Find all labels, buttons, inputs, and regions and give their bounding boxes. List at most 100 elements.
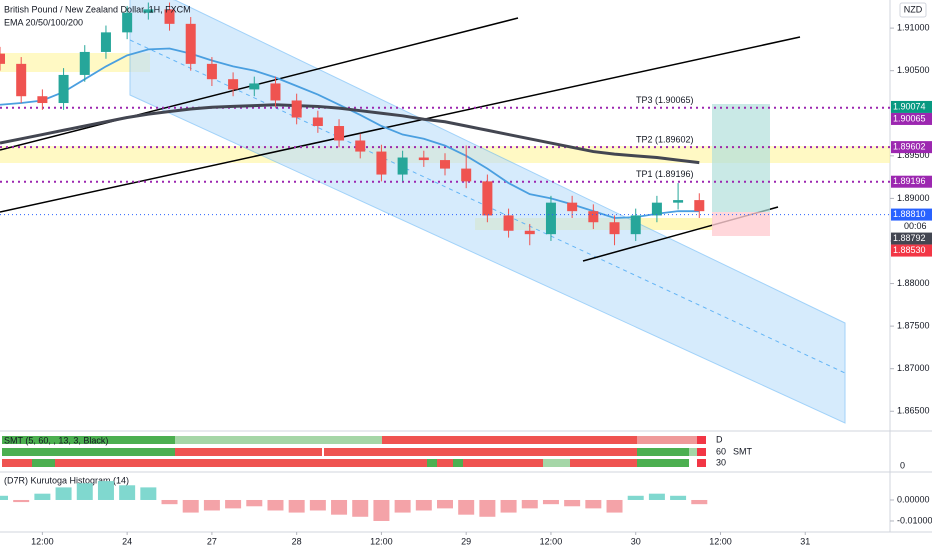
smt-row-label: 60	[716, 446, 726, 456]
trendline	[0, 36, 801, 213]
indicator-label: EMA 20/50/100/200	[4, 17, 83, 27]
x-tick-label: 28	[292, 536, 302, 546]
price-label: 1.88530	[893, 245, 926, 255]
price-label: 1.90065	[893, 113, 926, 123]
candle-body	[37, 96, 48, 104]
countdown: 00:06	[904, 221, 927, 231]
candle-body	[524, 230, 535, 235]
candle-body	[122, 12, 133, 33]
candle-body	[312, 117, 323, 127]
histogram-bar	[97, 481, 114, 500]
hist-title: (D7R) Kurutoga Histogram (14)	[4, 475, 129, 485]
histogram-bar	[182, 499, 199, 513]
ema-line	[0, 103, 700, 165]
histogram-bar	[331, 499, 348, 515]
x-tick-label: 12:00	[709, 536, 732, 546]
candle-body	[461, 168, 472, 182]
candle-body	[100, 32, 111, 52]
zone	[0, 53, 150, 72]
histogram-bar	[415, 499, 432, 511]
histogram-bar	[55, 487, 72, 500]
price-label: 1.88792	[893, 233, 926, 243]
candle-body	[609, 222, 620, 235]
histogram-bar	[119, 485, 136, 500]
y-tick-label: 1.88000	[897, 278, 930, 288]
histogram-bar	[352, 499, 369, 517]
histogram-bar	[437, 499, 453, 509]
stop-box	[712, 212, 770, 236]
smt-name: SMT	[733, 446, 753, 456]
histogram-bar	[648, 493, 665, 500]
currency-box[interactable]	[899, 2, 927, 18]
histogram-bar	[203, 499, 220, 511]
candle-body	[651, 202, 662, 216]
price-label: 1.90074	[893, 101, 926, 111]
histogram-bar	[627, 495, 644, 500]
histogram-bar	[288, 499, 305, 513]
candle-body	[588, 211, 599, 223]
candle-body	[567, 202, 578, 212]
histogram-bar	[140, 487, 157, 500]
histogram-bar	[479, 499, 496, 517]
chart-title: British Pound / New Zealand Dollar, 1H, …	[4, 4, 191, 14]
target-box	[712, 104, 770, 212]
candle-body	[79, 51, 90, 75]
candle-body	[334, 126, 345, 141]
histogram-bar	[161, 499, 178, 505]
y-tick-label: 0.00000	[897, 494, 930, 504]
smt-title: SMT (5, 60, , 13, 3, Black)	[4, 435, 108, 445]
price-label-box	[891, 100, 932, 113]
candle-body	[545, 202, 556, 235]
price-label: 1.88810	[893, 209, 926, 219]
currency[interactable]: NZD	[904, 4, 923, 14]
candle-body	[270, 83, 281, 101]
level-label: TP2 (1.89602)	[636, 135, 694, 145]
histogram-bar	[34, 493, 51, 500]
histogram-bar	[585, 499, 602, 509]
candle-body	[397, 157, 408, 175]
smt-axis: 0	[900, 460, 905, 470]
level-label: TP1 (1.89196)	[636, 169, 694, 179]
histogram-bar	[606, 499, 623, 513]
candle-body	[376, 151, 387, 175]
price-label: 1.89196	[893, 176, 926, 186]
y-tick-label: 1.90500	[897, 65, 930, 75]
candle-body	[355, 140, 366, 152]
candle-body	[206, 63, 217, 80]
candle-body	[673, 200, 684, 203]
candle-body	[228, 79, 239, 90]
histogram-bar	[373, 499, 390, 521]
histogram-bar	[691, 499, 708, 505]
candle-body	[440, 160, 450, 169]
candle-body	[418, 157, 429, 161]
histogram-bar	[521, 499, 538, 509]
candle-body	[16, 63, 27, 97]
histogram-bar	[564, 499, 581, 507]
histogram-bar	[0, 495, 8, 500]
histogram-bar	[542, 499, 559, 505]
candle-body	[249, 83, 260, 90]
candle-body	[185, 23, 196, 64]
histogram-bar	[267, 499, 284, 511]
y-tick-label: 1.91000	[897, 22, 930, 32]
histogram-bar	[76, 483, 93, 500]
x-tick-label: 30	[631, 536, 641, 546]
candle-body	[143, 9, 154, 13]
candle-body	[164, 9, 175, 24]
x-tick-label: 24	[122, 536, 132, 546]
y-tick-label: 1.86500	[897, 406, 930, 416]
candle-body	[58, 74, 69, 104]
price-label-box	[891, 208, 932, 221]
y-tick-label: 1.89000	[897, 193, 930, 203]
histogram-bar	[394, 499, 411, 513]
x-tick-label: 29	[461, 536, 471, 546]
candle-body	[503, 215, 514, 231]
candle-body	[694, 200, 705, 212]
candle-body	[482, 181, 493, 216]
smt-row-label: D	[716, 434, 723, 444]
candle-body	[630, 215, 641, 235]
x-tick-label: 27	[207, 536, 217, 546]
histogram-bar	[13, 499, 30, 503]
price-label-box	[891, 112, 932, 125]
